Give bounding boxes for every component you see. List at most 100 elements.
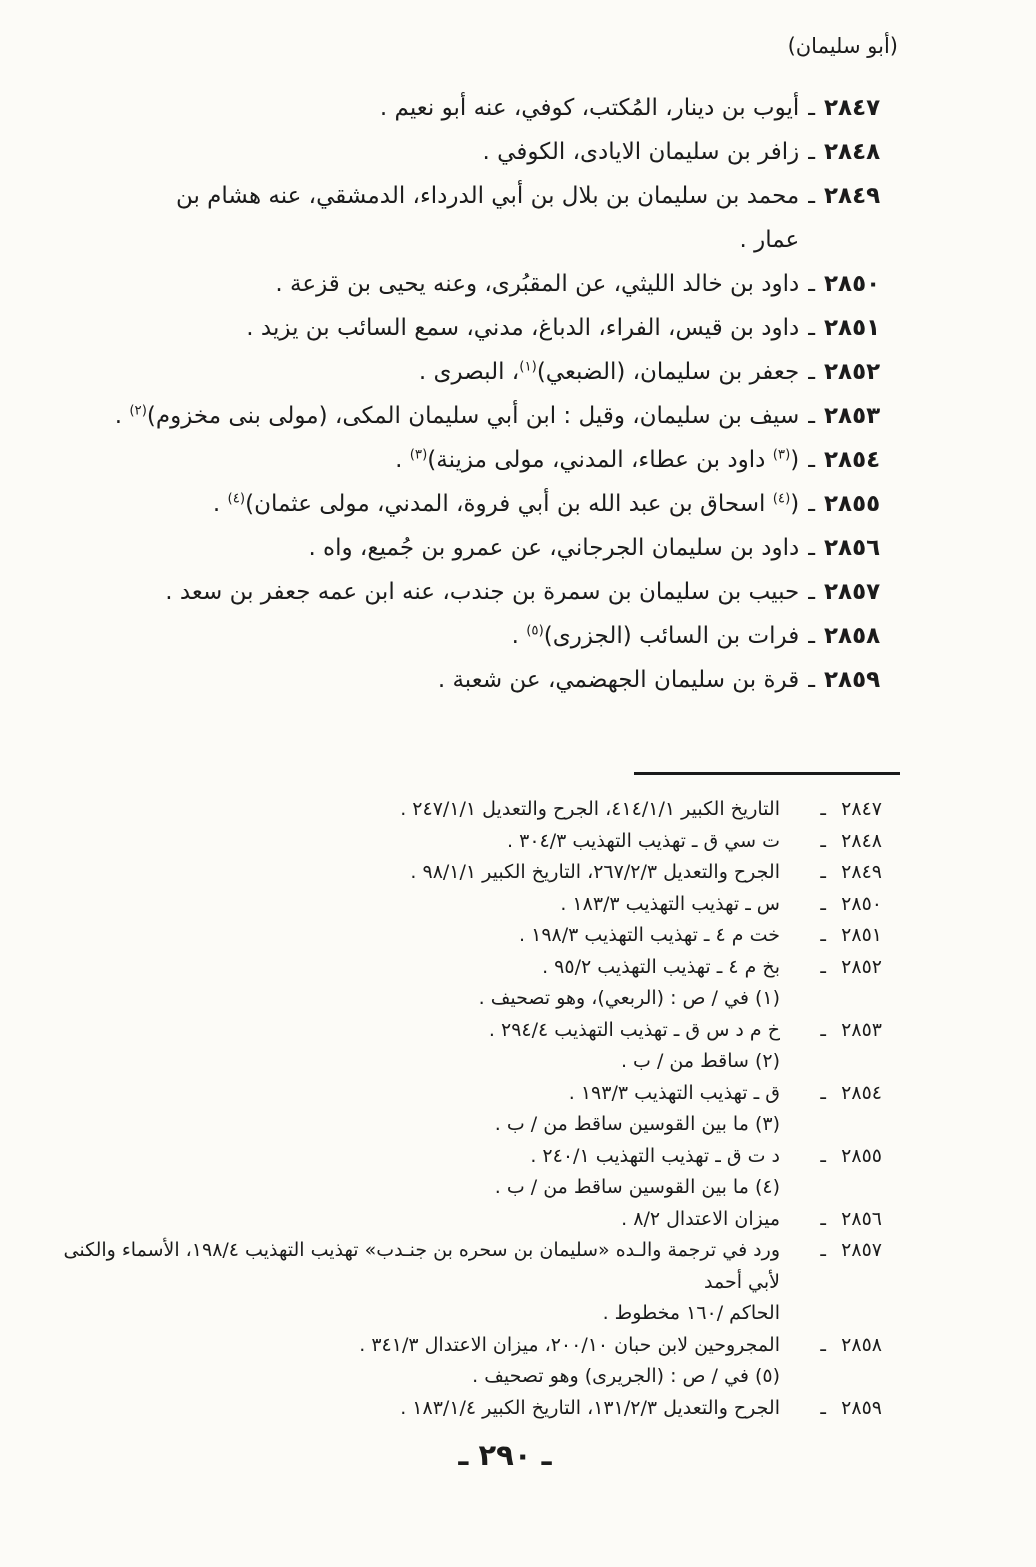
footnote-dash: ـ bbox=[820, 1239, 826, 1261]
footnote-marker: (٢) bbox=[129, 403, 147, 419]
entry-text: ((٤) اسحاق بن عبد الله بن أبي فروة، المد… bbox=[70, 482, 799, 526]
footnote-text: (٤) ما بين القوسين ساقط من / ب . bbox=[56, 1172, 780, 1204]
footnote-text-run: الجرح والتعديل ١٣١/٢/٣، التاريخ الكبير ١… bbox=[400, 1396, 780, 1419]
entry-row: ٢٨٥٣ ـ سيف بن سليمان، وقيل : ابن أبي سليما… bbox=[70, 394, 882, 438]
running-head: (أبو سليمان) bbox=[787, 34, 898, 58]
footnote-number: ٢٨٥٩ bbox=[841, 1396, 882, 1419]
entry-row: ٢٨٥٦ ـ داود بن سليمان الجرجاني، عن عمرو بن… bbox=[70, 526, 882, 570]
footnote-number-cell: ٢٨٥٢ ـ bbox=[780, 952, 882, 984]
entry-text: داود بن خالد الليثي، عن المقبُرى، وعنه ي… bbox=[70, 262, 799, 306]
footnote-text-run: (٢) ساقط من / ب . bbox=[620, 1050, 780, 1072]
footnote-text: الجرح والتعديل ١٣١/٢/٣، التاريخ الكبير ١… bbox=[56, 1393, 780, 1425]
footnotes-list: ٢٨٤٧ ـ التاريخ الكبير ٤١٤/١/١، الجرح والتع… bbox=[56, 794, 882, 1424]
entry-number: ٢٨٥٨ bbox=[824, 623, 881, 649]
footnote-text: ميزان الاعتدال ٨/٢ . bbox=[56, 1204, 780, 1236]
entry-dash: ـ bbox=[808, 447, 815, 473]
entry-text-run: عمار . bbox=[739, 227, 800, 253]
footnote-text-run: خ م د س ق ـ تهذيب التهذيب ٢٩٤/٤ . bbox=[488, 1018, 780, 1041]
entry-text-run: داود بن قيس، الفراء، الدباغ، مدني، سمع ا… bbox=[246, 315, 800, 341]
entry-number: ٢٨٥٤ bbox=[824, 447, 881, 473]
entry-dash: ـ bbox=[808, 491, 815, 517]
footnote-dash: ـ bbox=[820, 1396, 826, 1419]
footnote-number: ٢٨٥٦ bbox=[841, 1207, 882, 1230]
entry-text: فرات بن السائب (الجزرى)(٥) . bbox=[70, 614, 800, 658]
entry-number: ٢٨٥٠ bbox=[824, 271, 881, 297]
footnote-row: ٢٨٥٠ ـ س ـ تهذيب التهذيب ١٨٣/٣ . bbox=[56, 889, 882, 921]
footnote-row: (٣) ما بين القوسين ساقط من / ب . bbox=[56, 1109, 882, 1141]
footnote-number: ٢٨٥٥ bbox=[841, 1144, 882, 1167]
footnote-number-cell: ٢٨٤٧ ـ bbox=[780, 794, 882, 826]
entry-text-run: ( bbox=[790, 447, 800, 473]
footnote-number-cell: ٢٨٥٥ ـ bbox=[780, 1141, 882, 1173]
entry-dash: ـ bbox=[808, 315, 815, 341]
footnote-text: (٥) في / ص : (الجريرى) وهو تصحيف . bbox=[56, 1361, 780, 1393]
entry-text: حبيب بن سليمان بن سمرة بن جندب، عنه ابن … bbox=[70, 570, 799, 614]
footnote-row: ٢٨٤٨ ـ ت سي ق ـ تهذيب التهذيب ٣٠٤/٣ . bbox=[56, 826, 882, 858]
footnote-number-cell: ٢٨٥١ ـ bbox=[780, 920, 882, 952]
footnote-text-run: ت سي ق ـ تهذيب التهذيب ٣٠٤/٣ . bbox=[507, 829, 780, 852]
entry-text-run: اسحاق بن عبد الله بن أبي فروة، المدني، م… bbox=[245, 491, 773, 517]
entry-dash: ـ bbox=[808, 403, 815, 429]
footnote-marker: (٥) bbox=[526, 623, 544, 639]
footnote-row: (١) في / ص : (الربعي)، وهو تصحيف . bbox=[56, 983, 882, 1015]
entry-number: ٢٨٥١ bbox=[824, 315, 881, 341]
footnote-number-cell: ٢٨٥٠ ـ bbox=[780, 889, 882, 921]
entry-dash: ـ bbox=[808, 667, 815, 693]
footnote-text-run: ميزان الاعتدال ٨/٢ . bbox=[621, 1207, 780, 1230]
footnote-divider bbox=[634, 772, 900, 775]
entry-text-run: محمد بن سليمان بن بلال بن أبي الدرداء، ا… bbox=[175, 183, 800, 209]
footnote-text: (٢) ساقط من / ب . bbox=[56, 1046, 780, 1078]
footnote-number: ٢٨٥١ bbox=[841, 924, 882, 946]
footnote-row: (٥) في / ص : (الجريرى) وهو تصحيف . bbox=[56, 1361, 882, 1393]
entry-text-run: ، البصرى . bbox=[418, 359, 520, 385]
footnote-text-run: س ـ تهذيب التهذيب ١٨٣/٣ . bbox=[560, 892, 780, 915]
entry-text-run: زافر بن سليمان الايادى، الكوفي . bbox=[482, 139, 800, 165]
footnote-dash: ـ bbox=[820, 892, 826, 915]
footnote-number: ٢٨٥٤ bbox=[841, 1081, 882, 1104]
footnote-text: التاريخ الكبير ٤١٤/١/١، الجرح والتعديل ٢… bbox=[56, 794, 780, 826]
entry-number: ٢٨٤٧ bbox=[824, 95, 881, 121]
footnote-number-cell: ٢٨٥٧ ـ bbox=[780, 1235, 882, 1267]
footnote-number-cell: ٢٨٥٦ ـ bbox=[780, 1204, 882, 1236]
entry-text-run: . bbox=[212, 491, 228, 517]
footnote-text-run: بخ م ٤ ـ تهذيب التهذيب ٩٥/٢ . bbox=[542, 955, 780, 978]
footnote-text-run: (١) في / ص : (الربعي)، وهو تصحيف . bbox=[478, 987, 780, 1009]
entry-dash: ـ bbox=[808, 183, 815, 209]
footnote-number: ٢٨٤٩ bbox=[841, 861, 882, 883]
entry-text: داود بن قيس، الفراء، الدباغ، مدني، سمع ا… bbox=[70, 306, 799, 350]
footnote-dash: ـ bbox=[820, 1144, 826, 1167]
footnote-number: ٢٨٥٠ bbox=[841, 892, 882, 915]
entry-dash: ـ bbox=[808, 579, 815, 605]
footnote-dash: ـ bbox=[820, 798, 826, 820]
footnote-number-cell: ٢٨٥٤ ـ bbox=[780, 1078, 882, 1110]
entry-dash: ـ bbox=[808, 271, 815, 297]
footnote-number: ٢٨٤٧ bbox=[841, 798, 882, 820]
entry-text-run: ( bbox=[790, 491, 800, 517]
entry-number: ٢٨٥٧ bbox=[824, 579, 881, 605]
footnote-text: ت سي ق ـ تهذيب التهذيب ٣٠٤/٣ . bbox=[56, 826, 780, 858]
entry-text-run: داود بن عطاء، المدني، مولى مزينة) bbox=[427, 447, 773, 473]
footnote-text-run: (٣) ما بين القوسين ساقط من / ب . bbox=[494, 1113, 780, 1135]
footnote-text-run: (٤) ما بين القوسين ساقط من / ب . bbox=[494, 1176, 780, 1198]
footnote-text: (٣) ما بين القوسين ساقط من / ب . bbox=[56, 1109, 780, 1141]
footnote-text-run: (٥) في / ص : (الجريرى) وهو تصحيف . bbox=[472, 1365, 780, 1387]
footnote-row: ٢٨٥٢ ـ بخ م ٤ ـ تهذيب التهذيب ٩٥/٢ . bbox=[56, 952, 882, 984]
entry-dash: ـ bbox=[808, 623, 815, 649]
entry-dash: ـ bbox=[808, 139, 815, 165]
entry-text: أيوب بن دينار، المُكتب، كوفي، عنه أبو نع… bbox=[70, 86, 799, 130]
entry-row: ٢٨٤٧ ـ أيوب بن دينار، المُكتب، كوفي، عنه أ… bbox=[70, 86, 882, 130]
footnote-marker: (٤) bbox=[772, 491, 791, 507]
footnote-number-cell: ٢٨٥٣ ـ bbox=[780, 1015, 882, 1047]
entry-text-run: جعفر بن سليمان، (الضبعي) bbox=[536, 359, 800, 385]
entry-dash: ـ bbox=[808, 95, 815, 121]
footnote-number: ٢٨٥٨ bbox=[841, 1333, 882, 1356]
footnote-text: الجرح والتعديل ٢٦٧/٢/٣، التاريخ الكبير ٩… bbox=[56, 857, 780, 889]
footnote-dash: ـ bbox=[820, 1081, 826, 1104]
footnote-text: خ م د س ق ـ تهذيب التهذيب ٢٩٤/٤ . bbox=[56, 1015, 780, 1047]
footnote-row: ٢٨٤٩ ـ الجرح والتعديل ٢٦٧/٢/٣، التاريخ الك… bbox=[56, 857, 882, 889]
footnote-text-run: المجروحين لابن حبان ٢٠٠/١٠، ميزان الاعتد… bbox=[359, 1333, 780, 1356]
footnote-number-cell: ٢٨٥٨ ـ bbox=[780, 1330, 882, 1362]
footnote-text-run: خت م ٤ ـ تهذيب التهذيب ١٩٨/٣ . bbox=[519, 924, 780, 946]
entry-text: سيف بن سليمان، وقيل : ابن أبي سليمان الم… bbox=[70, 394, 800, 438]
